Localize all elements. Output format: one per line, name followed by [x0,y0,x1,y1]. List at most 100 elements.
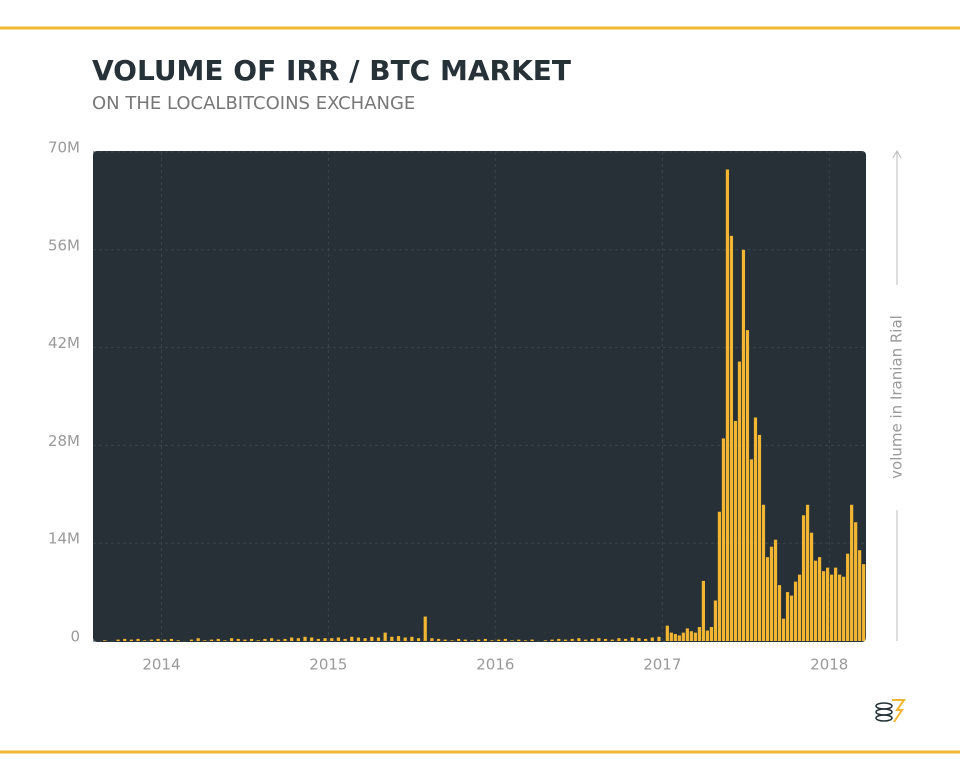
bar [570,638,574,641]
bar [370,636,374,641]
y-tick-label: 56M [48,236,80,254]
bar [149,639,154,641]
bar [116,639,120,641]
bar [809,532,814,641]
bar [477,639,481,641]
bar [745,330,750,641]
bar [623,638,628,641]
bar [858,550,862,641]
bar [209,639,214,641]
bar [323,638,327,641]
bar [665,625,669,641]
bar [163,639,167,641]
bar [862,564,866,641]
bar [801,515,806,641]
logo [875,699,906,723]
bar [250,638,254,641]
bar [223,640,227,641]
bar [697,627,701,641]
bar [597,638,601,641]
bar [757,434,762,641]
bar [603,638,608,641]
bar [296,638,300,641]
bar [817,557,822,641]
y-tick-label: 42M [48,334,80,352]
y-tick-label: 28M [48,432,80,450]
bar [236,638,240,641]
bar [717,511,722,641]
bar [490,640,494,641]
bar [673,634,677,641]
bar [689,631,693,641]
bar [450,640,454,641]
bar [577,638,581,641]
chart-subtitle: ON THE LOCALBITCOINS EXCHANGE [92,93,415,114]
bar [383,632,387,641]
bar [834,567,838,641]
bar [749,459,754,641]
bar [523,640,528,641]
bar [530,639,534,641]
bar [517,639,521,641]
bar [310,637,314,641]
bar [563,639,568,641]
x-tick-label: 2016 [476,656,514,674]
bar [423,616,427,641]
bar [725,169,730,641]
bar [644,638,648,641]
bar [256,640,260,641]
bar [463,639,467,641]
bar [129,639,133,641]
bar [336,637,341,641]
bar [797,574,802,641]
bar [330,638,334,641]
bar [123,638,127,641]
bar [685,628,689,641]
bar [781,618,786,641]
bar [701,580,705,641]
x-tick-label: 2018 [810,656,848,674]
bar [343,638,347,641]
bar [356,637,361,641]
bar [583,639,588,641]
bar [713,600,718,641]
bar [189,639,194,641]
bar [610,639,614,641]
bar [846,553,850,641]
bar [826,567,830,641]
bar [376,637,381,641]
bar [290,637,294,641]
bar [705,630,709,641]
bar [169,638,174,641]
bar [617,638,621,641]
x-tick-label: 2017 [643,656,681,674]
bar [669,632,673,641]
bar [830,574,834,641]
bar [557,638,561,641]
bar [789,595,794,641]
bar [854,522,858,641]
bar [483,638,487,641]
bar [681,632,685,641]
bar [203,640,207,641]
bar [753,417,758,641]
bar [276,639,280,641]
bar [176,640,180,641]
x-tick-label: 2015 [309,656,347,674]
bar [283,638,287,641]
bar [838,574,842,641]
bar [721,438,726,641]
bar [821,571,826,641]
bar [430,638,434,641]
bar [457,638,461,641]
y-tick-label: 0 [70,628,80,646]
y-tick-label: 14M [48,530,80,548]
bar [630,637,634,641]
bar [390,636,394,641]
bar [793,581,798,641]
plot-area [93,151,866,642]
bar [805,504,810,641]
bar [650,637,654,641]
bar [229,638,234,641]
